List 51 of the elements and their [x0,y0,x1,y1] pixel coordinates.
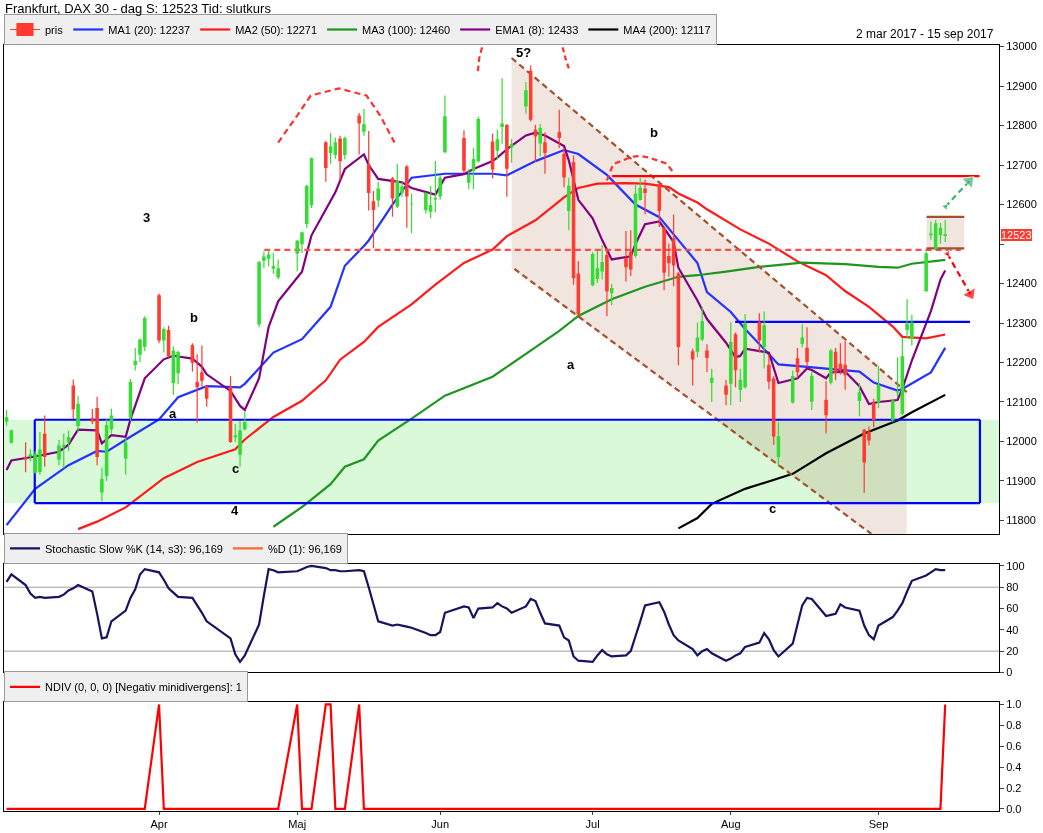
legend-label: MA3 (100): 12460 [362,23,451,36]
y-tick-label: 12900 [1006,79,1037,92]
x-tick-label: Sep [868,818,889,831]
annotation: b [190,310,198,325]
legend-label: Stochastic Slow %K (14, s3): 96,169 [45,542,223,555]
y-tick-label: 60 [1006,602,1019,615]
y-tick-label: 12100 [1006,395,1037,408]
legend-label: %D (1): 96,169 [267,542,342,555]
y-tick-label: 0 [1006,666,1013,679]
annotation: 4 [231,503,239,518]
y-tick-label: 11800 [1006,514,1036,527]
text: 12523 [1001,229,1032,241]
y-tick-label: 13000 [1006,40,1037,53]
x-tick-label: Apr [150,818,168,831]
y-tick-label: 12000 [1006,435,1037,448]
legend-label: MA4 (200): 12117 [623,23,711,36]
y-tick-label: 0.0 [1006,802,1022,815]
y-tick-label: 12700 [1006,158,1037,171]
y-tick-label: 12800 [1006,119,1037,132]
legend-label: NDIV (0, 0, 0) [Negativ minidivergens]: 1 [45,681,242,694]
y-tick-label: 12200 [1006,356,1037,369]
y-tick-label: 40 [1006,623,1019,636]
annotation: 3 [143,210,151,225]
y-tick-label: 20 [1006,644,1019,657]
y-tick-label: 0.8 [1006,719,1022,732]
y-tick-label: 1.0 [1006,698,1022,711]
y-tick-label: 12400 [1006,277,1037,290]
x-tick-label: Aug [721,818,741,831]
y-tick-label: 0.2 [1006,781,1022,794]
y-tick-label: 80 [1006,581,1019,594]
chart-subtitle: 2 mar 2017 - 15 sep 2017 [856,27,994,41]
y-tick-label: 11900 [1006,474,1036,487]
y-tick-label: 0.6 [1006,740,1022,753]
y-tick-label: 12600 [1006,198,1037,211]
x-tick-label: Maj [288,818,307,831]
x-tick-label: Jun [431,818,450,831]
chart-title: Frankfurt, DAX 30 - dag S: 12523 Tid: slutkurs [5,0,272,16]
y-tick-label: 12300 [1006,316,1037,329]
x-tick-label: Jul [585,818,600,831]
legend-label: EMA1 (8): 12433 [495,23,579,36]
y-tick-label: 0.4 [1006,760,1022,773]
annotation: 5? [516,45,532,60]
annotation: b [650,125,658,140]
legend-label: MA2 (50): 12271 [235,23,318,36]
annotation: a [567,357,575,372]
y-tick-label: 100 [1006,559,1025,572]
annotation: c [769,501,777,516]
legend-label: MA1 (20): 12237 [108,23,191,36]
legend-label: pris [45,23,64,36]
annotation: c [232,461,240,476]
annotation: a [169,406,177,421]
